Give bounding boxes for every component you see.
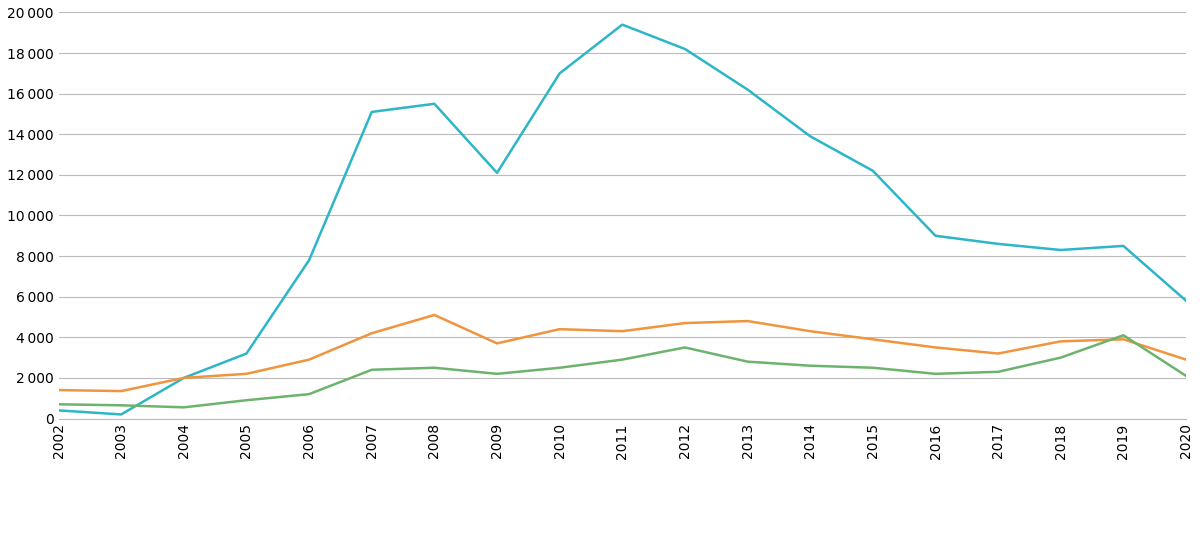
Øvrige EU-land [427,311,442,318]
EU Sentral og Øst [1178,297,1193,304]
Tredjeland [490,371,504,377]
Øvrige EU-land [1178,356,1193,363]
Legend: EU Sentral og Øst, Øvrige EU-land, Tredjeland: EU Sentral og Øst, Øvrige EU-land, Tredj… [340,555,906,558]
EU Sentral og Øst [552,70,566,76]
Øvrige EU-land [114,388,128,395]
Tredjeland [1054,354,1068,361]
EU Sentral og Øst [239,350,253,357]
Øvrige EU-land [678,320,692,326]
EU Sentral og Øst [302,257,317,263]
Øvrige EU-land [239,371,253,377]
Line: Tredjeland: Tredjeland [59,335,1186,407]
Tredjeland [929,371,943,377]
EU Sentral og Øst [52,407,66,413]
Line: Øvrige EU-land: Øvrige EU-land [59,315,1186,391]
Tredjeland [114,402,128,408]
Tredjeland [552,364,566,371]
EU Sentral og Øst [678,46,692,52]
Tredjeland [1178,373,1193,379]
EU Sentral og Øst [929,233,943,239]
EU Sentral og Øst [803,133,817,140]
EU Sentral og Øst [740,86,755,93]
Tredjeland [616,356,630,363]
Øvrige EU-land [552,326,566,333]
Øvrige EU-land [740,318,755,324]
Øvrige EU-land [1054,338,1068,345]
Tredjeland [176,404,191,411]
Øvrige EU-land [176,374,191,381]
Tredjeland [427,364,442,371]
Øvrige EU-land [865,336,880,343]
Tredjeland [865,364,880,371]
EU Sentral og Øst [1054,247,1068,253]
EU Sentral og Øst [176,374,191,381]
Tredjeland [239,397,253,403]
Øvrige EU-land [616,328,630,335]
Tredjeland [365,367,379,373]
Tredjeland [991,368,1006,375]
EU Sentral og Øst [114,411,128,418]
Øvrige EU-land [1116,336,1130,343]
Line: EU Sentral og Øst: EU Sentral og Øst [59,25,1186,415]
Tredjeland [1116,332,1130,339]
Øvrige EU-land [929,344,943,351]
Tredjeland [302,391,317,397]
EU Sentral og Øst [365,109,379,116]
EU Sentral og Øst [991,240,1006,247]
Øvrige EU-land [365,330,379,336]
Øvrige EU-land [490,340,504,347]
Øvrige EU-land [803,328,817,335]
EU Sentral og Øst [616,21,630,28]
EU Sentral og Øst [865,167,880,174]
EU Sentral og Øst [1116,243,1130,249]
Tredjeland [678,344,692,351]
Tredjeland [803,362,817,369]
Tredjeland [740,358,755,365]
Øvrige EU-land [52,387,66,393]
Øvrige EU-land [991,350,1006,357]
Tredjeland [52,401,66,408]
EU Sentral og Øst [490,170,504,176]
Øvrige EU-land [302,356,317,363]
EU Sentral og Øst [427,100,442,107]
